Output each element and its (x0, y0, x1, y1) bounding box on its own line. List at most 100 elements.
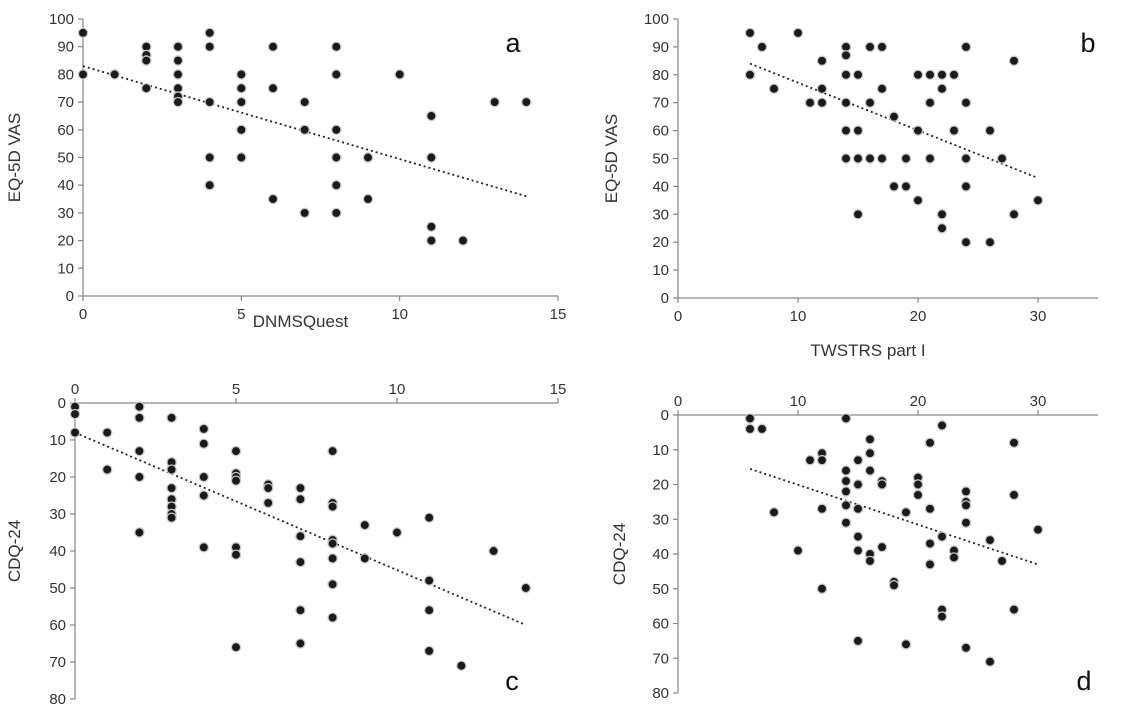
data-point (457, 661, 466, 670)
data-point (853, 636, 862, 645)
data-point (425, 576, 434, 585)
data-point (817, 98, 826, 107)
y-tick-label: 90 (652, 39, 669, 56)
data-point (110, 70, 119, 79)
data-point (865, 466, 874, 475)
x-tick-label: 10 (391, 306, 408, 323)
data-point (296, 495, 305, 504)
data-point (296, 606, 305, 615)
data-point (877, 42, 886, 51)
y-tick-label: 30 (652, 206, 669, 223)
data-point (841, 487, 850, 496)
y-tick-label: 20 (652, 477, 669, 494)
data-point (961, 501, 970, 510)
data-point (997, 556, 1006, 565)
data-point (205, 42, 214, 51)
data-point (937, 421, 946, 430)
data-point (142, 84, 151, 93)
data-point (841, 51, 850, 60)
data-point (913, 196, 922, 205)
data-point (961, 238, 970, 247)
data-point (961, 182, 970, 191)
data-point (296, 639, 305, 648)
data-point (1009, 605, 1018, 614)
data-point (877, 542, 886, 551)
data-point (961, 643, 970, 652)
x-tick-label: 15 (550, 381, 567, 398)
data-point (135, 413, 144, 422)
panel-label: a (505, 28, 521, 58)
y-tick-label: 10 (652, 262, 669, 279)
data-point (173, 56, 182, 65)
y-tick-label: 80 (57, 66, 74, 83)
x-tick-label: 20 (910, 393, 927, 410)
data-point (817, 84, 826, 93)
data-point (205, 28, 214, 37)
data-point (937, 224, 946, 233)
x-tick-label: 15 (550, 306, 567, 323)
data-point (841, 414, 850, 423)
data-point (328, 613, 337, 622)
y-tick-label: 100 (644, 11, 669, 28)
data-point (949, 553, 958, 562)
data-point (841, 126, 850, 135)
x-tick-label: 10 (790, 393, 807, 410)
data-point (332, 208, 341, 217)
data-point (328, 539, 337, 548)
x-tick-label: 30 (1030, 308, 1047, 325)
data-point (1033, 525, 1042, 534)
data-point (745, 414, 754, 423)
data-point (458, 236, 467, 245)
y-tick-label: 50 (652, 151, 669, 168)
data-point (865, 435, 874, 444)
data-point (167, 465, 176, 474)
data-point (296, 532, 305, 541)
data-point (745, 70, 754, 79)
data-point (167, 413, 176, 422)
data-point (925, 438, 934, 447)
data-point (360, 554, 369, 563)
data-point (521, 583, 530, 592)
data-point (173, 42, 182, 51)
x-tick-label: 0 (79, 306, 87, 323)
data-point (901, 182, 910, 191)
data-point (937, 532, 946, 541)
data-point (427, 111, 436, 120)
data-point (135, 447, 144, 456)
y-tick-label: 60 (652, 616, 669, 633)
data-point (1009, 56, 1018, 65)
data-point (997, 154, 1006, 163)
data-point (985, 126, 994, 135)
data-point (363, 194, 372, 203)
data-point (745, 424, 754, 433)
data-point (237, 70, 246, 79)
y-tick-label: 10 (57, 260, 74, 277)
data-point (395, 70, 404, 79)
data-point (360, 521, 369, 530)
x-tick-label: 30 (1030, 393, 1047, 410)
y-tick-label: 70 (652, 95, 669, 112)
data-point (913, 70, 922, 79)
data-point (425, 646, 434, 655)
data-point (841, 501, 850, 510)
data-point (805, 456, 814, 465)
data-point (237, 125, 246, 134)
y-tick-label: 20 (57, 233, 74, 250)
data-point (817, 584, 826, 593)
data-point (427, 236, 436, 245)
data-point (427, 153, 436, 162)
data-point (937, 70, 946, 79)
data-point (793, 546, 802, 555)
data-point (103, 465, 112, 474)
data-point (889, 182, 898, 191)
panel-label: b (1080, 28, 1095, 58)
data-point (268, 42, 277, 51)
data-point (332, 70, 341, 79)
data-point (332, 42, 341, 51)
data-point (70, 428, 79, 437)
y-tick-label: 80 (49, 691, 66, 707)
data-point (328, 580, 337, 589)
data-point (167, 513, 176, 522)
data-point (853, 532, 862, 541)
